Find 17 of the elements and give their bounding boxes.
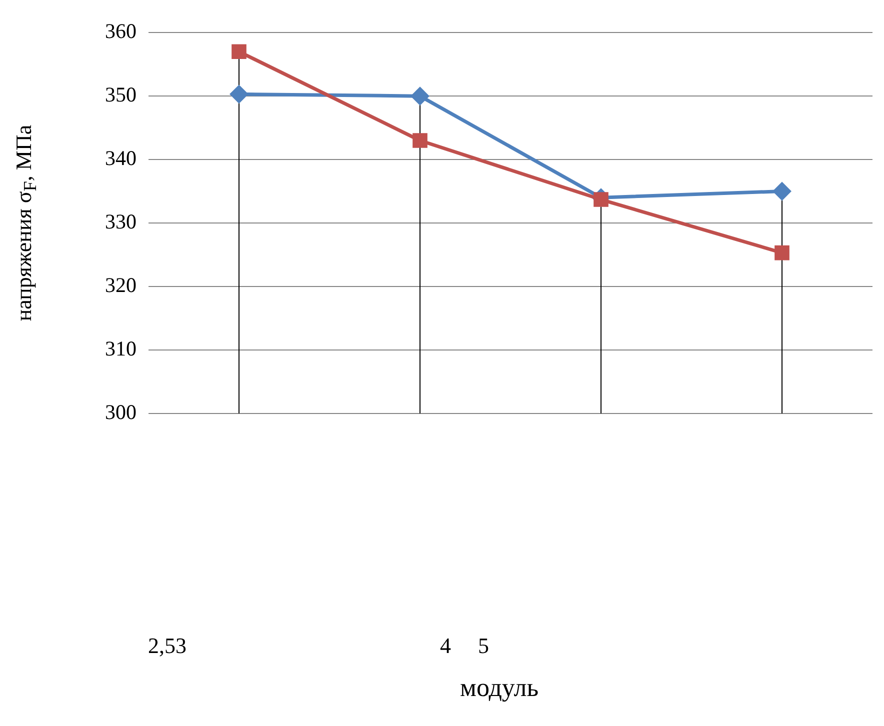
text: модуль <box>460 673 539 703</box>
y-tick-label: 330 <box>105 210 136 234</box>
point <box>774 245 790 260</box>
y-tick-label: 340 <box>105 146 136 170</box>
point <box>411 87 429 105</box>
y-tick-label: 310 <box>105 336 136 360</box>
text: 4 <box>440 633 451 659</box>
text: 5 <box>478 633 489 659</box>
point <box>412 133 428 148</box>
y-tick-label: 350 <box>105 82 136 107</box>
y-tick-label: 360 <box>105 19 136 44</box>
y-tick-label: 300 <box>105 400 136 424</box>
text: 2,53 <box>148 633 186 659</box>
point <box>773 182 791 200</box>
y-tick-label: 320 <box>105 272 136 297</box>
point <box>232 44 246 60</box>
point <box>230 85 248 103</box>
